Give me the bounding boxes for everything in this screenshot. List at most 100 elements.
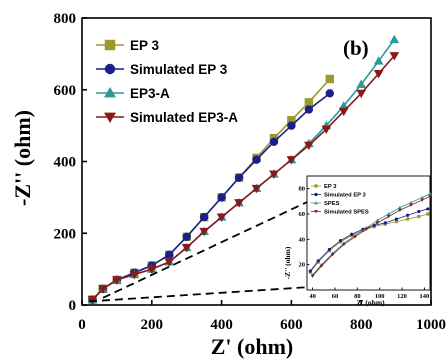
main-data-point [325, 74, 334, 84]
main-data-point [234, 199, 244, 208]
main-data-point [112, 276, 122, 285]
main-data-point [182, 232, 191, 242]
inset-legend-marker [314, 192, 318, 197]
main-y-tick-label: 600 [54, 83, 77, 99]
zoom-dashed-line-lower [88, 286, 311, 303]
inset-legend: EP 3 Simulated EP 3 SPES Simulated SPES [311, 184, 369, 216]
y-axis-title: -Z'' (ohm) [10, 110, 35, 206]
inset-data-point [428, 194, 432, 199]
inset-legend-marker [314, 210, 318, 214]
main-data-point [304, 141, 314, 151]
inset-data-point [420, 198, 425, 202]
inset-data-point [417, 214, 421, 219]
main-data-point [338, 101, 349, 110]
main-series-simulated-ep3-a [87, 52, 400, 305]
inset-data-point [409, 203, 413, 207]
inset-data-point [342, 243, 346, 247]
inset-data-point [397, 208, 402, 213]
main-data-point [269, 170, 279, 179]
inset-data-point [375, 218, 380, 222]
main-data-point [165, 250, 174, 259]
inset-data-point [394, 217, 399, 221]
inset-data-point [417, 209, 421, 214]
inset-axes: 40 60 80 100 120 140 20 40 60 80 [299, 175, 431, 300]
inset-data-point [406, 217, 410, 221]
main-data-point [373, 70, 384, 79]
inset-data-point [394, 220, 399, 224]
main-data-point [216, 213, 227, 222]
main-data-point [287, 121, 296, 130]
main-data-point [98, 285, 108, 294]
zoom-dashed-line-upper [102, 180, 353, 299]
inset-series-simulated-ep-3 [308, 207, 430, 273]
main-data-point [389, 52, 400, 61]
inset-data-point [426, 212, 430, 216]
legend-label: EP 3 [130, 38, 160, 53]
main-data-point [217, 193, 226, 202]
inset-x-tick-label: 60 [332, 293, 339, 300]
inset-data-point [386, 215, 391, 219]
main-data-point [234, 173, 244, 182]
legend-label: Simulated EP3-A [130, 110, 238, 125]
inset-legend-marker [314, 184, 318, 188]
main-data-point [287, 116, 296, 125]
main-data-point [304, 105, 314, 114]
inset-y-tick-label: 40 [299, 236, 306, 243]
inset-data-point [409, 200, 413, 204]
inset-series [308, 191, 432, 278]
x-axis-title: Z' (ohm) [211, 334, 294, 359]
inset-data-point [308, 269, 312, 273]
main-data-point [164, 258, 175, 267]
inset-data-point [428, 191, 432, 196]
inset-x-tick-label: 140 [420, 293, 430, 300]
main-x-tick-label: 0 [78, 317, 86, 333]
legend-marker [104, 112, 116, 123]
main-x-tick-label: 200 [141, 317, 164, 333]
main-data-point [146, 265, 157, 274]
inset-legend-marker [314, 201, 318, 205]
inset-y-tick-label: 80 [299, 186, 306, 193]
inset-data-point [310, 274, 315, 278]
inset-data-point [327, 247, 331, 252]
inset-data-point [386, 212, 391, 216]
inset-data-point [426, 207, 430, 211]
main-y-tick-label: 800 [54, 11, 77, 27]
main-data-point [389, 34, 400, 44]
main-data-point [181, 244, 192, 253]
main-x-tick-label: 800 [350, 317, 373, 333]
inset-data-point [350, 232, 354, 236]
legend-marker [104, 39, 116, 51]
main-data-point [199, 227, 209, 237]
main-data-point [356, 89, 367, 99]
inset-data-point [338, 239, 343, 243]
inset-data-point [353, 235, 357, 239]
inset-legend-label: Simulated SPES [324, 210, 369, 216]
inset-data-point [406, 213, 410, 217]
main-data-point [325, 89, 334, 98]
inset-legend-label: Simulated EP 3 [324, 193, 367, 199]
inset-series-line-ep-3 [310, 213, 428, 273]
inset-legend-label: EP 3 [324, 184, 337, 190]
legend-marker [104, 87, 116, 98]
legend-label: Simulated EP 3 [130, 62, 228, 77]
inset-y-axis-title: -Z'' (ohm) [283, 246, 292, 279]
main-data-point [87, 296, 98, 305]
main-data-point [304, 98, 314, 107]
inset-data-point [330, 253, 335, 257]
main-data-point [321, 125, 332, 135]
inset-data-point [383, 221, 387, 225]
main-data-point [129, 270, 140, 280]
main-data-point [252, 155, 261, 164]
main-data-point [286, 156, 297, 165]
inset-series-line-simulated-ep-3 [310, 208, 428, 272]
main-y-tick-label: 0 [69, 298, 77, 314]
inset-series-line-simulated-spes [312, 195, 431, 277]
main-x-tick-label: 600 [280, 317, 303, 333]
inset-x-tick-label: 100 [375, 293, 385, 300]
legend: EP 3 Simulated EP 3 EP3-A Simulated EP3-A [96, 38, 238, 125]
inset-data-point [319, 264, 324, 268]
inset-data-point [420, 195, 425, 199]
main-x-tick-label: 400 [210, 317, 233, 333]
